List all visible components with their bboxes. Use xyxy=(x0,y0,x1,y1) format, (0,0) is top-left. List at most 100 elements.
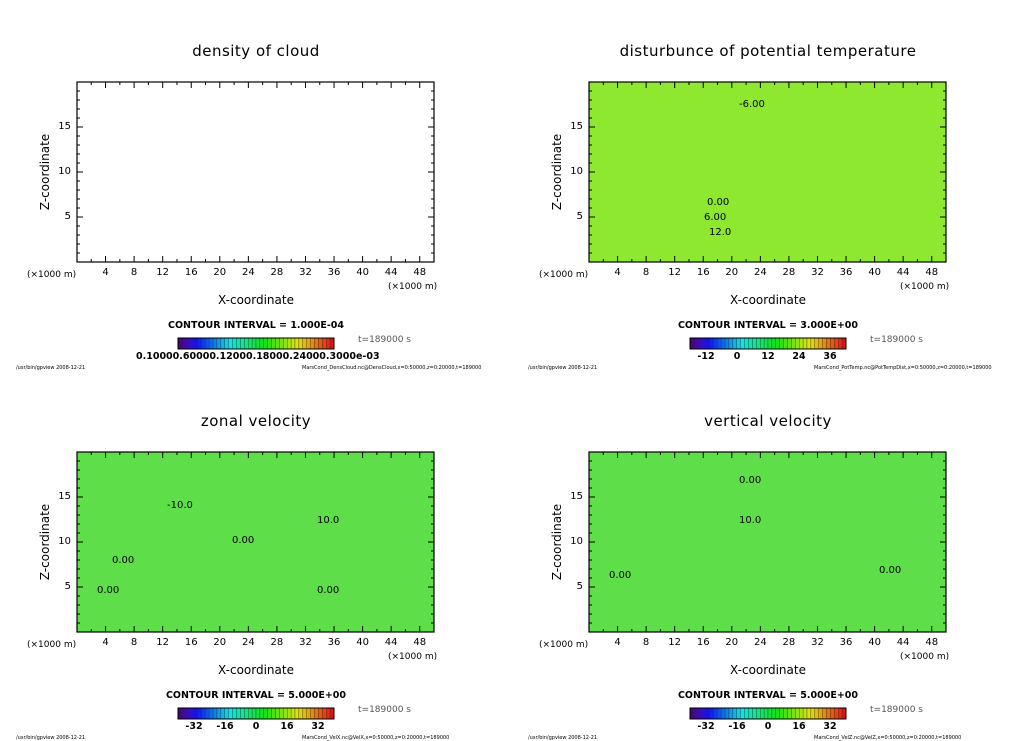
contour-interval: CONTOUR INTERVAL = 5.000E+00 xyxy=(165,690,347,701)
x-tick-label: 28 xyxy=(270,267,284,278)
colorbar-swatch xyxy=(326,337,331,350)
colorbar-label: 0 xyxy=(252,721,260,732)
colorbar-swatch xyxy=(263,337,268,350)
colorbar-swatch xyxy=(209,707,214,720)
y-axis-label: Z-coordinate xyxy=(550,133,564,211)
colorbar-swatch xyxy=(799,337,804,350)
chart-title: density of cloud xyxy=(192,42,320,60)
colorbar-label: 36 xyxy=(823,351,837,362)
y-tick-label: 15 xyxy=(58,491,71,502)
x-tick-label: 24 xyxy=(753,267,767,278)
y-axis-label: Z-coordinate xyxy=(550,503,564,581)
time-label: t=189000 s xyxy=(870,705,923,715)
x-tick-label: 20 xyxy=(725,267,739,278)
colorbar-label: 32 xyxy=(311,721,325,732)
colorbar-swatch xyxy=(814,337,819,350)
contour-label: 0.00 xyxy=(232,535,255,546)
contour-plot-area xyxy=(76,451,435,633)
colorbar-swatch xyxy=(201,337,206,350)
x-axis-unit: (×1000 m) xyxy=(900,652,950,662)
colorbar-swatch xyxy=(744,707,749,720)
colorbar-swatch xyxy=(290,337,296,350)
colorbar-swatch xyxy=(329,337,335,350)
colorbar-swatch xyxy=(826,707,831,720)
colorbar-swatch xyxy=(810,707,815,720)
colorbar-label: 0.10000.60000.12000.18000.24000.3000e-03 xyxy=(136,351,380,362)
colorbar-swatch xyxy=(779,337,784,350)
colorbar xyxy=(177,707,335,720)
colorbar-swatch xyxy=(271,337,276,350)
colorbar-swatch xyxy=(838,707,843,720)
y-tick-label: 15 xyxy=(570,121,583,132)
contour-label: 0.00 xyxy=(317,585,340,596)
colorbar xyxy=(689,707,847,720)
y-tick-label: 10 xyxy=(570,536,583,547)
colorbar-swatch xyxy=(294,707,300,720)
x-tick-label: 44 xyxy=(384,637,398,648)
colorbar-swatch xyxy=(689,707,695,720)
colorbar-swatch xyxy=(705,707,710,720)
chart-title: vertical velocity xyxy=(704,412,832,430)
colorbar-swatch xyxy=(220,337,225,350)
colorbar-swatch xyxy=(763,707,769,720)
colorbar-swatch xyxy=(701,707,706,720)
colorbar-swatch xyxy=(283,337,288,350)
colorbar-label: 0 xyxy=(733,351,741,362)
colorbar-swatch xyxy=(294,337,300,350)
contour-label: 0.00 xyxy=(707,197,730,208)
colorbar-swatch xyxy=(709,707,714,720)
colorbar-swatch xyxy=(740,337,745,350)
colorbar-swatch xyxy=(802,337,808,350)
y-axis-unit: (×1000 m) xyxy=(27,640,77,650)
colorbar-swatch xyxy=(236,707,241,720)
x-tick-label: 20 xyxy=(213,267,227,278)
colorbar-swatch xyxy=(318,707,323,720)
colorbar-swatch xyxy=(841,337,847,350)
contour-label: 12.0 xyxy=(709,227,732,238)
x-tick-label: 44 xyxy=(896,267,910,278)
colorbar-swatch xyxy=(767,337,773,350)
contour-label: -6.00 xyxy=(739,99,765,110)
x-axis-label: X-coordinate xyxy=(730,293,806,307)
colorbar-swatch xyxy=(216,707,222,720)
colorbar-swatch xyxy=(318,337,323,350)
x-tick-label: 4 xyxy=(102,267,109,278)
colorbar-swatch xyxy=(736,707,741,720)
colorbar-swatch xyxy=(818,707,823,720)
colorbar-swatch xyxy=(306,337,311,350)
colorbar-swatch xyxy=(822,337,827,350)
colorbar-swatch xyxy=(732,337,737,350)
x-tick-label: 48 xyxy=(925,267,939,278)
colorbar-swatch xyxy=(830,707,835,720)
colorbar-swatch xyxy=(841,707,847,720)
x-tick-label: 24 xyxy=(753,637,767,648)
colorbar-swatch xyxy=(752,337,757,350)
colorbar-swatch xyxy=(302,707,307,720)
x-tick-label: 32 xyxy=(811,267,824,278)
colorbar-swatch xyxy=(752,707,757,720)
colorbar-swatch xyxy=(251,337,257,350)
colorbar-swatch xyxy=(689,337,695,350)
footer-left: /usr/bin/gpview 2008-12-21 xyxy=(528,735,598,741)
x-tick-label: 48 xyxy=(413,267,427,278)
x-tick-label: 4 xyxy=(102,637,109,648)
x-tick-label: 24 xyxy=(241,637,255,648)
colorbar-swatch xyxy=(298,337,303,350)
footer-left: /usr/bin/gpview 2008-12-21 xyxy=(16,365,86,371)
colorbar-swatch xyxy=(220,707,225,720)
colorbar-swatch xyxy=(697,337,702,350)
colorbar-swatch xyxy=(732,707,737,720)
colorbar-swatch xyxy=(834,707,839,720)
colorbar-swatch xyxy=(310,337,315,350)
colorbar-swatch xyxy=(275,337,280,350)
colorbar-swatch xyxy=(197,707,202,720)
colorbar-swatch xyxy=(279,337,284,350)
colorbar-swatch xyxy=(783,337,788,350)
colorbar-label: -16 xyxy=(216,721,234,732)
colorbar-swatch xyxy=(705,337,710,350)
colorbar-swatch xyxy=(290,707,296,720)
time-label: t=189000 s xyxy=(358,335,411,345)
contour-plot-area xyxy=(588,81,947,263)
contour-label: 10.0 xyxy=(317,515,340,526)
colorbar-swatch xyxy=(744,337,749,350)
